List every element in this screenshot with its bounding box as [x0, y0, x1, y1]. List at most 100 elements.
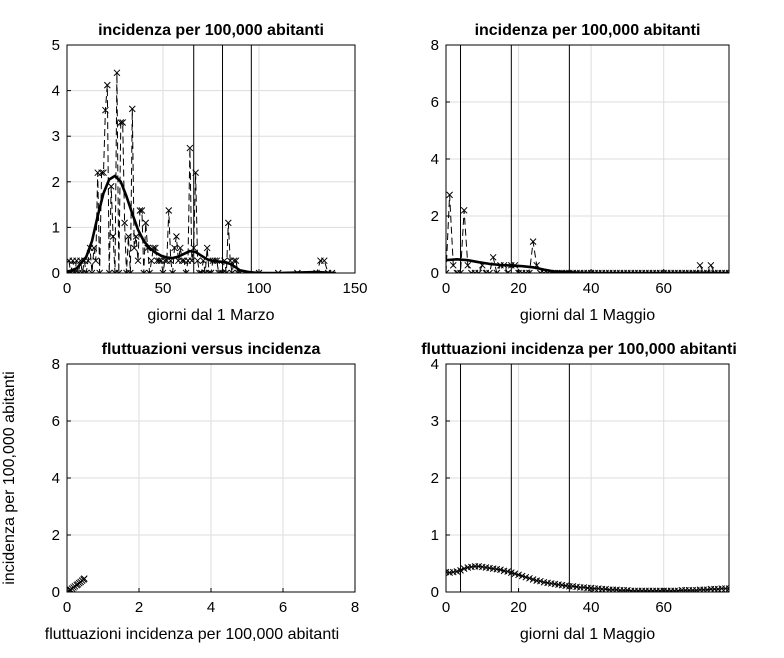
- x-tick-label: 0: [442, 599, 450, 616]
- data-point-marker: [449, 261, 457, 269]
- x-tick-label: 40: [583, 599, 600, 616]
- data-point-marker: [103, 81, 111, 89]
- y-tick-label: 0: [52, 265, 60, 282]
- data-point-marker: [102, 106, 109, 114]
- smooth-series-line: [446, 258, 729, 273]
- data-point-marker: [140, 269, 148, 273]
- data-point-marker: [125, 233, 132, 240]
- data-point-marker: [148, 257, 155, 265]
- data-point-marker: [446, 269, 450, 273]
- data-point-marker: [207, 269, 215, 273]
- data-point-marker: [529, 576, 537, 583]
- data-point-marker: [707, 261, 715, 269]
- x-tick-label: 6: [279, 599, 287, 616]
- data-point-marker: [128, 105, 136, 113]
- data-point-marker: [188, 257, 196, 265]
- data-point-marker: [255, 269, 263, 273]
- data-point-marker: [696, 261, 704, 269]
- data-point-marker: [497, 566, 504, 574]
- y-tick-label: 0: [431, 584, 439, 601]
- plot-area: [446, 45, 729, 273]
- data-point-marker: [107, 183, 115, 190]
- y-tick-label: 6: [431, 94, 439, 111]
- y-tick-label: 4: [431, 356, 439, 373]
- data-point-marker: [232, 257, 240, 265]
- x-tick-label: 20: [510, 599, 527, 616]
- data-point-marker: [98, 169, 105, 177]
- chart-title: fluttuazioni versus incidenza: [102, 341, 321, 358]
- data-point-marker: [100, 169, 107, 177]
- chart-panel-2: 0 20 40 60 0 2 4 6 8 incidenza per 100,000 abitan…: [431, 22, 730, 324]
- x-tick-label: 50: [155, 280, 172, 297]
- y-tick-label: 1: [431, 527, 439, 544]
- data-point-marker: [504, 269, 512, 273]
- data-point-marker: [457, 269, 464, 273]
- data-point-marker: [223, 269, 230, 273]
- x-tick-label: 2: [135, 599, 143, 616]
- data-point-marker: [146, 269, 153, 273]
- data-point-marker: [692, 269, 700, 273]
- data-point-marker: [703, 269, 711, 273]
- series-line: [446, 194, 729, 273]
- y-tick-label: 5: [52, 37, 60, 54]
- data-point-marker: [294, 269, 301, 273]
- x-tick-label: 4: [207, 599, 215, 616]
- chart-title: fluttuazioni incidenza per 100,000 abita…: [421, 341, 737, 358]
- y-axis-label: incidenza per 100,000 abitanti: [1, 371, 18, 585]
- y-tick-label: 8: [431, 37, 439, 54]
- data-point-marker: [725, 269, 729, 273]
- y-tick-label: 1: [52, 219, 60, 236]
- data-point-marker: [446, 191, 453, 199]
- data-point-marker: [134, 257, 142, 265]
- series-line: [68, 72, 332, 273]
- y-tick-label: 0: [431, 265, 439, 282]
- x-tick-label: 100: [246, 280, 271, 297]
- chart-panel-1: 0 50 100 150 0 1 2 3 4 5 incidenza per 100,000 abi…: [52, 22, 368, 324]
- data-point-marker: [142, 219, 150, 227]
- data-point-marker: [144, 244, 151, 252]
- y-tick-label: 2: [431, 470, 439, 487]
- plot-area: [67, 575, 88, 592]
- data-point-marker: [176, 244, 184, 252]
- y-tick-label: 6: [52, 413, 60, 430]
- data-point-marker: [132, 233, 140, 240]
- data-point-marker: [457, 566, 464, 574]
- data-point-marker: [130, 244, 138, 252]
- x-axis-label: giorni dal 1 Maggio: [520, 307, 655, 324]
- data-point-marker: [105, 269, 113, 273]
- data-point-marker: [136, 207, 144, 214]
- data-point-marker: [725, 585, 729, 592]
- axes-box: [66, 44, 356, 274]
- smooth-series-line: [67, 174, 336, 273]
- data-point-marker: [173, 233, 180, 240]
- data-point-marker: [224, 219, 232, 227]
- data-point-marker: [624, 586, 631, 592]
- x-tick-label: 20: [510, 280, 527, 297]
- x-tick-label: 0: [63, 280, 71, 297]
- y-tick-label: 0: [52, 584, 60, 601]
- data-point-marker: [515, 571, 522, 579]
- data-point-marker: [182, 269, 190, 273]
- data-point-marker: [228, 269, 236, 273]
- data-point-marker: [155, 257, 163, 265]
- data-point-marker: [529, 238, 537, 246]
- data-point-marker: [92, 257, 100, 265]
- data-point-marker: [82, 269, 90, 273]
- data-point-marker: [192, 169, 199, 177]
- data-point-marker: [159, 269, 167, 273]
- data-point-marker: [328, 269, 336, 273]
- data-point-marker: [274, 269, 282, 273]
- data-point-marker: [186, 144, 194, 152]
- data-point-marker: [536, 577, 544, 585]
- data-point-marker: [475, 269, 483, 273]
- y-tick-label: 4: [52, 83, 60, 100]
- data-point-marker: [205, 269, 213, 273]
- data-point-marker: [165, 207, 173, 214]
- x-axis-label: giorni dal 1 Maggio: [520, 626, 655, 643]
- y-tick-label: 2: [52, 527, 60, 544]
- data-point-marker: [115, 269, 123, 273]
- y-tick-label: 4: [431, 151, 439, 168]
- x-axis-label: fluttuazioni incidenza per 100,000 abita…: [45, 626, 339, 643]
- x-tick-label: 8: [351, 599, 359, 616]
